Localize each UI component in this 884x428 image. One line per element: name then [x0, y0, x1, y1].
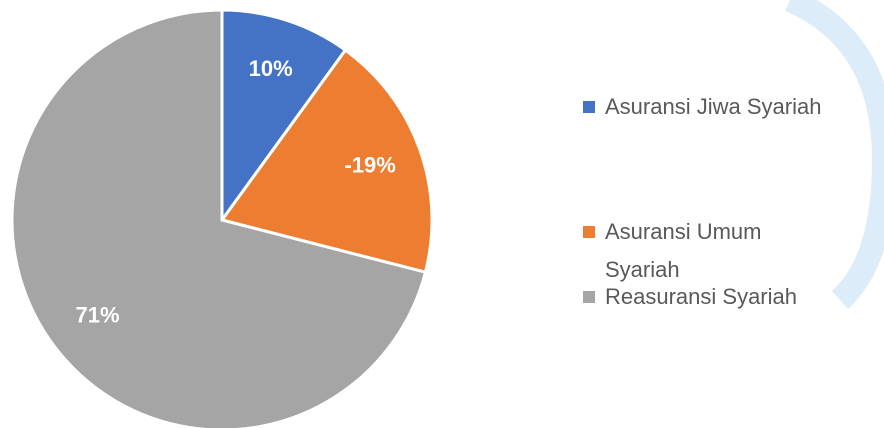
legend-swatch — [583, 101, 595, 113]
legend-item: Asuransi Jiwa Syariah — [583, 88, 853, 126]
legend-swatch — [583, 226, 595, 238]
legend-item: Asuransi Umum Syariah — [583, 213, 853, 289]
legend-label: Asuransi Jiwa Syariah — [605, 94, 822, 119]
data-label: -19% — [345, 152, 396, 177]
pie-slice — [10, 8, 428, 428]
legend-swatch — [583, 291, 595, 303]
legend-label: Reasuransi Syariah — [605, 284, 797, 309]
pie-slice — [220, 8, 348, 225]
pie-slice — [219, 48, 434, 275]
legend-item: Reasuransi Syariah — [583, 278, 853, 316]
data-label: 10% — [249, 56, 293, 81]
data-label: 71% — [76, 302, 120, 327]
legend-label: Asuransi Umum Syariah — [605, 219, 762, 282]
pie: 10% -19% 71% — [10, 8, 434, 428]
